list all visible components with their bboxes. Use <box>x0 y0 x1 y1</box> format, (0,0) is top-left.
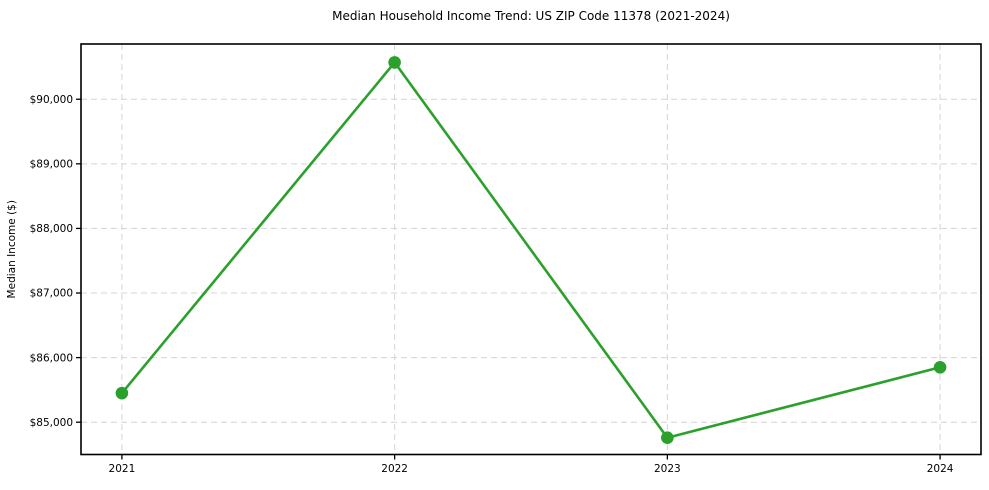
y-axis-label: Median Income ($) <box>6 200 18 298</box>
data-point-marker <box>661 431 674 445</box>
y-tick-label: $90,000 <box>30 94 73 106</box>
data-point-marker <box>115 386 129 400</box>
x-tick-label: 2023 <box>654 463 681 475</box>
x-tick-label: 2022 <box>381 463 408 475</box>
y-tick-label: $87,000 <box>30 288 73 300</box>
plot-border <box>80 43 982 456</box>
y-tick-label: $85,000 <box>30 417 73 429</box>
y-tick-label: $88,000 <box>30 223 73 235</box>
chart-title: Median Household Income Trend: US ZIP Co… <box>332 9 730 23</box>
y-tick-label: $89,000 <box>30 159 73 171</box>
series-line <box>120 61 942 440</box>
x-tick-label: 2021 <box>109 463 136 475</box>
x-tick-label: 2024 <box>927 463 954 475</box>
data-point-marker <box>388 56 401 69</box>
y-tick-label: $86,000 <box>30 352 73 364</box>
data-point-marker <box>933 360 947 374</box>
